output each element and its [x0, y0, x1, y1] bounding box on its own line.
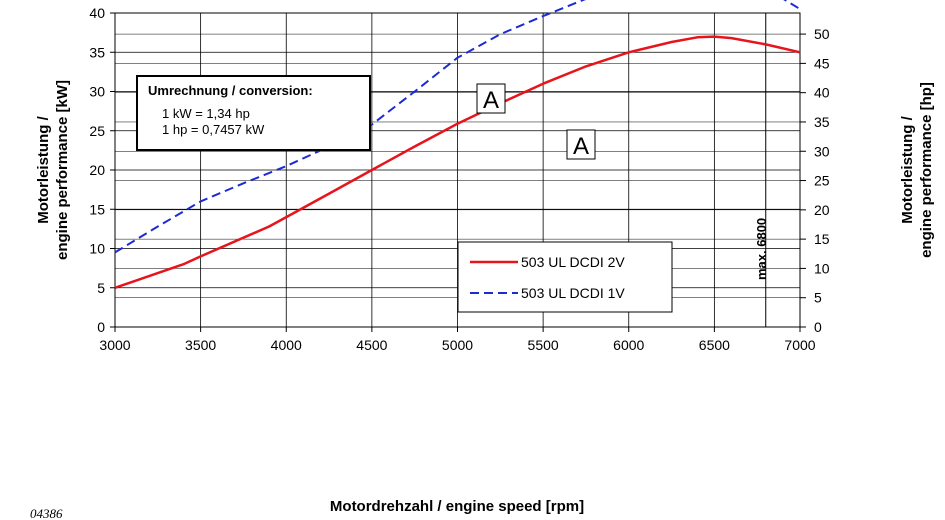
- x-tick-label: 4500: [356, 337, 387, 353]
- y-tick-label: 20: [89, 162, 105, 178]
- legend-box: [457, 241, 673, 313]
- x-axis-title: Motordrehzahl / engine speed [rpm]: [330, 498, 584, 515]
- figure-id: 04386: [30, 506, 63, 520]
- y-tick-label: 25: [89, 123, 105, 139]
- y-right-tick-label: 25: [814, 173, 830, 189]
- y-right-tick-label: 10: [814, 260, 830, 276]
- y-axis-title-left-1: Motorleistung /: [35, 115, 52, 223]
- y-axis-title-right-1: Motorleistung /: [899, 115, 916, 223]
- marker-a-box-2: [566, 129, 596, 160]
- y-tick-label: 10: [89, 241, 105, 257]
- y-right-tick-label: 50: [814, 26, 830, 42]
- y-right-tick-label: 45: [814, 55, 830, 71]
- y-tick-label: 5: [97, 280, 105, 296]
- y-tick-label: 30: [89, 84, 105, 100]
- y-right-tick-label: 5: [814, 290, 822, 306]
- x-tick-label: 7000: [784, 337, 815, 353]
- y-right-tick-label: 30: [814, 143, 830, 159]
- y-right-tick-label: 40: [814, 85, 830, 101]
- y-right-tick-label: 15: [814, 231, 830, 247]
- legend-label-1v: 503 UL DCDI 1V: [521, 285, 625, 301]
- series-line-1v: [114, 0, 801, 254]
- marker-a-label-1: A: [483, 87, 499, 114]
- y-right-tick-label: 20: [814, 202, 830, 218]
- x-tick-label: 5000: [442, 337, 473, 353]
- marker-a-label-2: A: [573, 133, 589, 160]
- x-tick-label: 5500: [528, 337, 559, 353]
- y-tick-label: 40: [89, 5, 105, 21]
- conversion-box: [136, 75, 371, 151]
- conversion-line-hp: 1 hp = 0,7457 kW: [162, 122, 265, 137]
- y-tick-label: 0: [97, 319, 105, 335]
- conversion-title: Umrechnung / conversion:: [148, 83, 313, 98]
- x-tick-label: 6500: [699, 337, 730, 353]
- conversion-line-kw: 1 kW = 1,34 hp: [162, 106, 250, 121]
- y-tick-label: 35: [89, 44, 105, 60]
- y-right-tick-label: 35: [814, 114, 830, 130]
- left-axis: 0 5 10 15 20 25 30 35 40: [89, 5, 115, 335]
- max-rpm-label: max. 6800: [754, 218, 769, 280]
- right-axis: 0 5 10 15 20 25 30 35 40 45 50: [800, 26, 830, 335]
- x-tick-label: 3000: [99, 337, 130, 353]
- x-tick-label: 3500: [185, 337, 216, 353]
- x-tick-label: 6000: [613, 337, 644, 353]
- x-tick-label: 4000: [271, 337, 302, 353]
- y-tick-label: 15: [89, 201, 105, 217]
- y-right-tick-label: 0: [814, 319, 822, 335]
- y-axis-title-left-2: engine performance [kW]: [54, 80, 71, 260]
- marker-a-box-1: [476, 83, 506, 114]
- x-axis: 3000 3500 4000 4500 5000 5500 6000 6500 7000: [99, 327, 816, 353]
- y-axis-title-right-2: engine performance [hp]: [918, 82, 935, 258]
- legend-label-2v: 503 UL DCDI 2V: [521, 254, 625, 270]
